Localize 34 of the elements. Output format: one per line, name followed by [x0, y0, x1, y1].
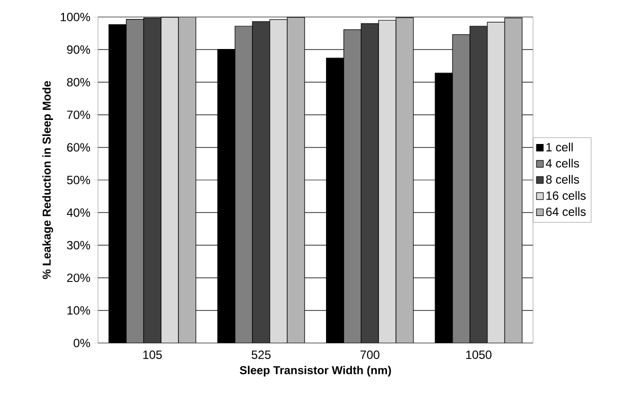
bar — [378, 20, 396, 343]
legend-label: 8 cells — [546, 174, 580, 184]
y-tick-label: 0% — [74, 338, 90, 348]
bar — [470, 26, 488, 343]
y-tick-label: 60% — [67, 143, 90, 152]
y-tick-label: 90% — [67, 45, 90, 54]
bar — [343, 29, 362, 343]
bar — [487, 22, 506, 343]
y-axis-title: % Leakage Reduction in Sleep Mode — [42, 81, 54, 280]
bar — [143, 18, 162, 343]
bar — [452, 34, 470, 343]
bar — [360, 23, 379, 343]
y-tick-label: 70% — [67, 110, 90, 120]
y-tick-label: 40% — [66, 208, 90, 217]
legend-label: 4 cells — [546, 158, 580, 168]
legend-label: 1 cell — [546, 142, 573, 152]
x-tick-label: 525 — [252, 350, 271, 359]
y-tick-label: 80% — [67, 78, 90, 86]
y-tick-label: 30% — [67, 240, 90, 250]
legend-label: 64 cells — [546, 207, 586, 216]
x-tick-label: 700 — [360, 350, 380, 359]
y-tick-label: 20% — [67, 274, 90, 282]
bar — [270, 19, 288, 343]
legend-label: 16 cells — [546, 191, 586, 200]
bar — [234, 26, 253, 343]
bar — [126, 18, 144, 343]
bar — [160, 17, 179, 343]
x-axis-title: Sleep Transistor Width (nm) — [240, 366, 391, 376]
y-tick-label: 100% — [60, 12, 90, 22]
x-tick-label: 105 — [143, 350, 162, 359]
x-tick-label: 1050 — [466, 350, 492, 359]
y-tick-label: 50% — [67, 176, 90, 184]
bar — [252, 21, 270, 343]
y-tick-label: 10% — [67, 306, 90, 315]
